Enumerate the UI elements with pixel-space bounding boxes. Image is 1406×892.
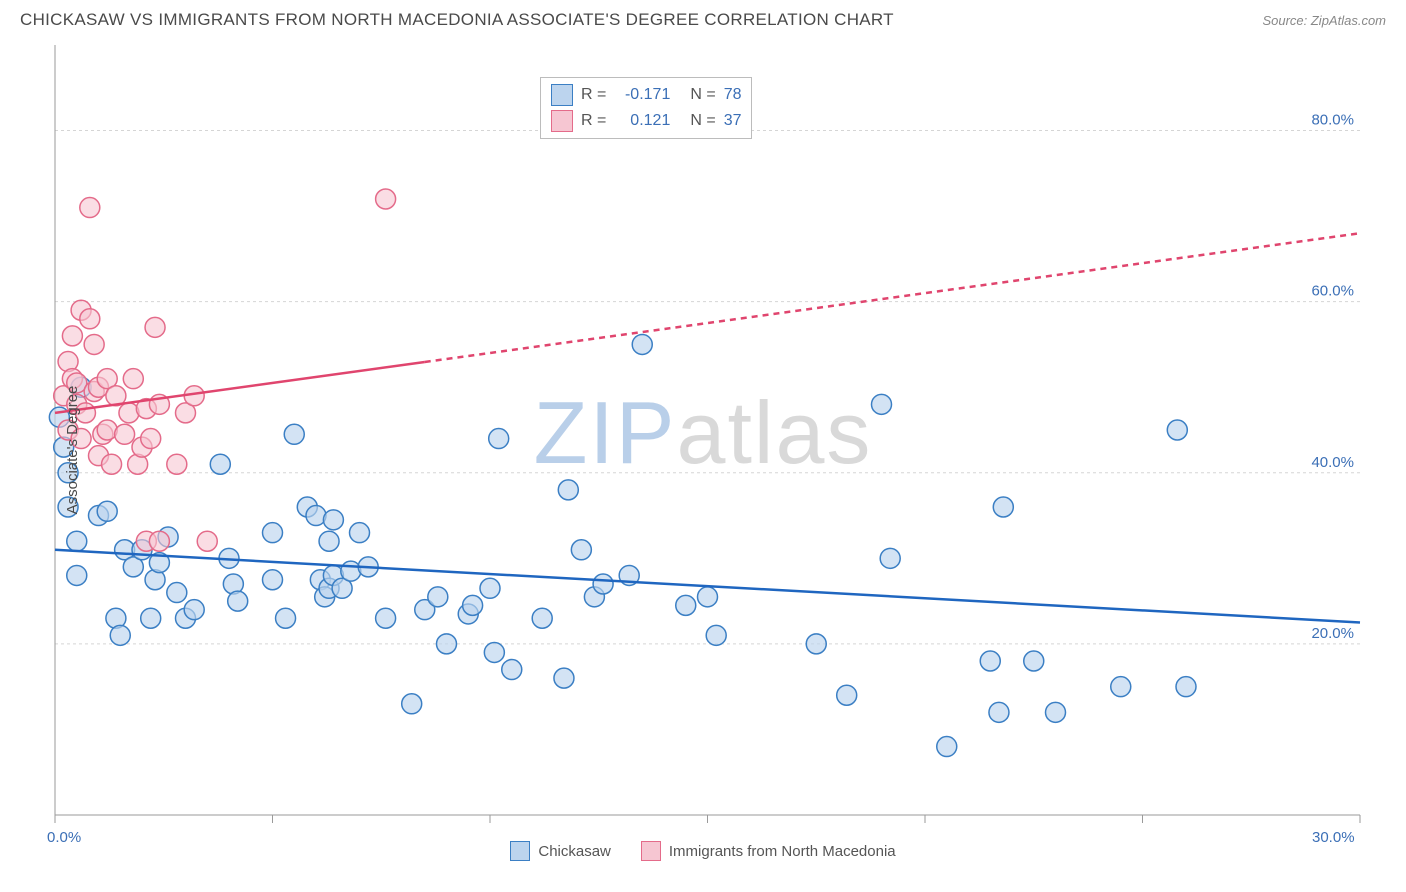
- svg-text:20.0%: 20.0%: [1311, 625, 1354, 642]
- legend-item: Chickasaw: [510, 841, 611, 861]
- legend-swatch: [510, 841, 530, 861]
- stats-box: R = -0.171 N = 78 R = 0.121 N = 37: [540, 77, 752, 139]
- stats-r-label: R =: [581, 86, 606, 104]
- chart-area: 20.0%40.0%60.0%80.0% ZIPatlas Associate'…: [0, 35, 1406, 865]
- legend-item: Immigrants from North Macedonia: [641, 841, 896, 861]
- y-axis-label: Associate's Degree: [64, 386, 81, 515]
- stats-swatch: [551, 84, 573, 106]
- stats-row: R = 0.121 N = 37: [551, 108, 741, 134]
- stats-swatch: [551, 110, 573, 132]
- svg-text:40.0%: 40.0%: [1311, 454, 1354, 471]
- stats-n-label: N =: [690, 86, 715, 104]
- scatter-plot-svg: 20.0% 40.0% 60.0% 80.0%: [0, 35, 1406, 865]
- legend-label: Chickasaw: [538, 843, 611, 860]
- stats-n-value: 37: [724, 112, 742, 130]
- stats-r-label: R =: [581, 112, 606, 130]
- chart-source: Source: ZipAtlas.com: [1262, 13, 1386, 28]
- stats-n-value: 78: [724, 86, 742, 104]
- svg-text:80.0%: 80.0%: [1311, 112, 1354, 129]
- legend: Chickasaw Immigrants from North Macedonia: [0, 841, 1406, 861]
- svg-text:60.0%: 60.0%: [1311, 283, 1354, 300]
- stats-r-value: 0.121: [614, 112, 670, 130]
- chart-header: CHICKASAW VS IMMIGRANTS FROM NORTH MACED…: [0, 0, 1406, 35]
- stats-row: R = -0.171 N = 78: [551, 82, 741, 108]
- stats-r-value: -0.171: [614, 86, 670, 104]
- chart-title: CHICKASAW VS IMMIGRANTS FROM NORTH MACED…: [20, 10, 894, 30]
- legend-label: Immigrants from North Macedonia: [669, 843, 896, 860]
- stats-n-label: N =: [690, 112, 715, 130]
- legend-swatch: [641, 841, 661, 861]
